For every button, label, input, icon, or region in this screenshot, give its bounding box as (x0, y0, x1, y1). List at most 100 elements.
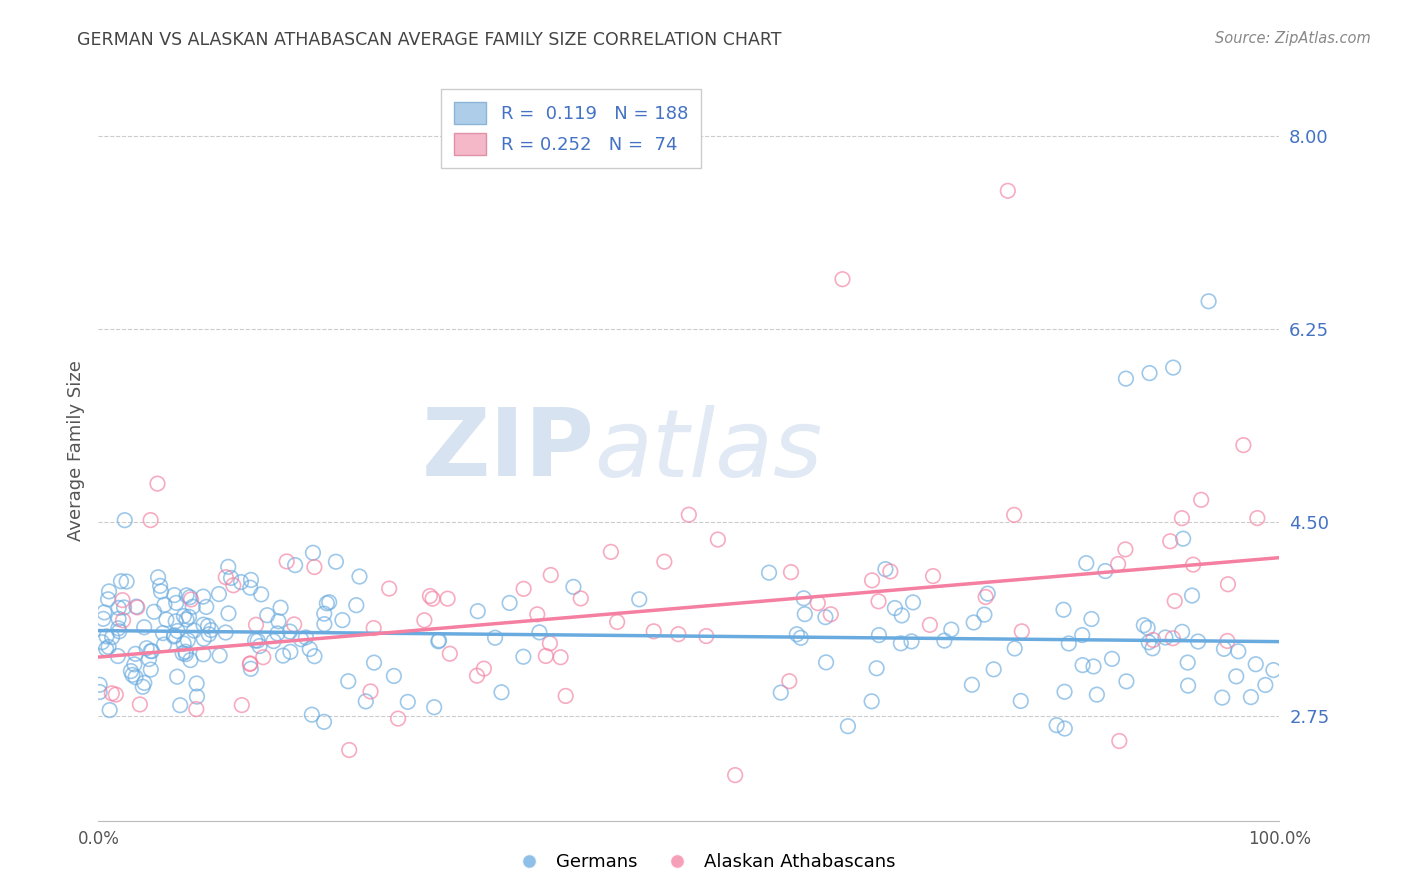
Point (1211, 690, 1233, 705)
Point (163, 629, 186, 643)
Point (179, 590, 201, 604)
Point (1011, 624, 1033, 639)
Point (135, 641, 157, 656)
Point (239, 662, 262, 676)
Point (498, 596, 520, 610)
Point (793, 607, 815, 621)
Point (423, 700, 446, 714)
Point (280, 645, 302, 659)
Point (91, 612, 114, 626)
Point (569, 591, 592, 606)
Point (252, 650, 274, 665)
Point (337, 674, 360, 689)
Point (128, 698, 150, 712)
Point (314, 617, 336, 632)
Point (1159, 534, 1181, 549)
Point (266, 626, 288, 640)
Point (868, 628, 890, 642)
Point (1085, 688, 1108, 702)
Point (363, 621, 385, 635)
Point (1244, 657, 1267, 672)
Point (1171, 511, 1194, 525)
Point (270, 600, 292, 615)
Point (193, 632, 215, 646)
Point (200, 623, 222, 637)
Point (298, 642, 321, 657)
Point (1213, 641, 1236, 656)
Point (427, 633, 450, 648)
Point (107, 612, 129, 626)
Point (1010, 694, 1032, 708)
Point (1115, 674, 1137, 689)
Point (174, 647, 197, 661)
Text: ZIP: ZIP (422, 404, 595, 497)
Point (115, 574, 138, 589)
Point (166, 670, 188, 684)
Point (208, 587, 231, 601)
Point (98, 584, 121, 599)
Point (250, 587, 273, 601)
Point (217, 559, 239, 574)
Point (155, 613, 177, 627)
Point (177, 610, 200, 624)
Point (868, 594, 890, 608)
Point (1225, 669, 1247, 683)
Point (1187, 634, 1209, 648)
Point (139, 663, 162, 677)
Point (107, 648, 129, 663)
Point (107, 621, 129, 635)
Point (1133, 618, 1156, 632)
Point (790, 631, 813, 645)
Point (1182, 558, 1205, 572)
Point (325, 555, 347, 569)
Point (174, 645, 197, 659)
Point (124, 670, 146, 684)
Point (215, 625, 238, 640)
Point (91, 635, 114, 649)
Point (173, 609, 195, 624)
Point (472, 662, 495, 676)
Point (427, 634, 450, 648)
Point (512, 582, 534, 596)
Point (1181, 589, 1204, 603)
Point (349, 569, 371, 583)
Point (1080, 612, 1102, 626)
Point (1083, 659, 1105, 673)
Point (127, 600, 149, 615)
Point (1108, 734, 1130, 748)
Point (152, 626, 174, 640)
Point (186, 690, 208, 704)
Point (110, 574, 132, 589)
Point (219, 571, 242, 585)
Point (1071, 628, 1094, 642)
Point (239, 657, 262, 671)
Point (1094, 564, 1116, 578)
Text: GERMAN VS ALASKAN ATHABASCAN AVERAGE FAMILY SIZE CORRELATION CHART: GERMAN VS ALASKAN ATHABASCAN AVERAGE FAM… (77, 31, 782, 49)
Point (1052, 603, 1074, 617)
Point (139, 513, 162, 527)
Text: Source: ZipAtlas.com: Source: ZipAtlas.com (1215, 31, 1371, 46)
Point (1046, 718, 1069, 732)
Point (1139, 366, 1161, 380)
Point (134, 620, 156, 634)
Point (193, 648, 215, 662)
Point (422, 591, 444, 606)
Point (186, 676, 208, 690)
Point (1161, 632, 1184, 646)
Point (231, 698, 253, 712)
Point (249, 639, 271, 653)
Point (820, 607, 842, 622)
Point (198, 627, 221, 641)
Point (191, 590, 214, 604)
Y-axis label: Average Family Size: Average Family Size (66, 360, 84, 541)
Point (193, 617, 215, 632)
Point (860, 694, 883, 708)
Point (179, 653, 201, 667)
Point (1240, 690, 1263, 705)
Point (1004, 641, 1026, 656)
Point (973, 607, 995, 622)
Point (332, 613, 354, 627)
Point (879, 565, 901, 579)
Legend: Germans, Alaskan Athabascans: Germans, Alaskan Athabascans (503, 847, 903, 879)
Point (104, 688, 127, 702)
